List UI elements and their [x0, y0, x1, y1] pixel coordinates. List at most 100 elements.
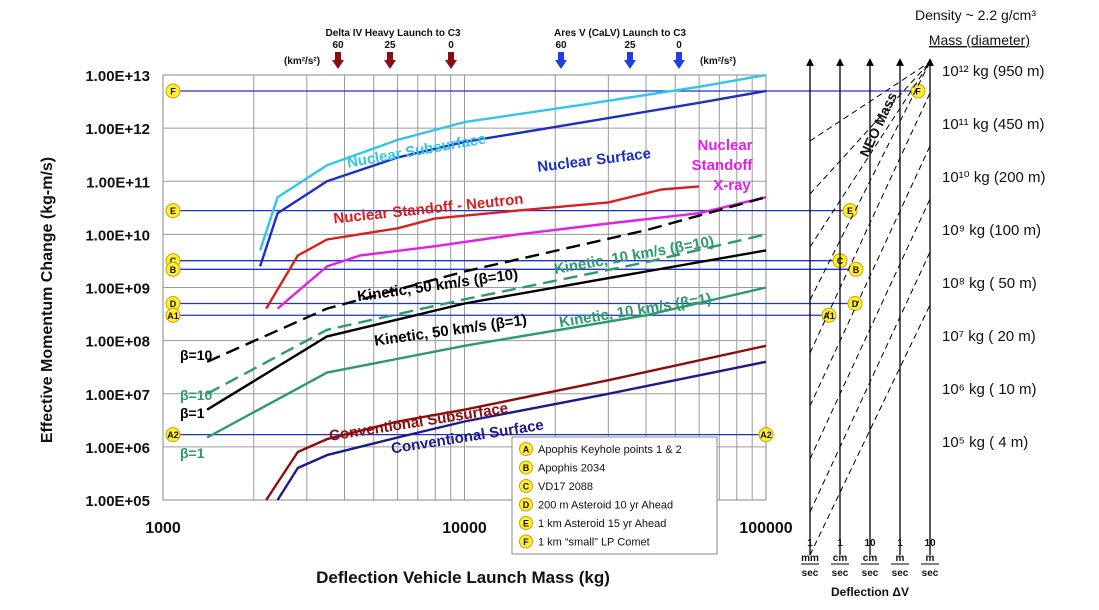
y-axis-label: Effective Momentum Change (kg-m/s)	[39, 157, 56, 443]
launch-marker-value: 25	[384, 40, 396, 51]
threshold-marker-label: B	[170, 265, 177, 275]
series-line	[206, 233, 767, 395]
legend-key-marker	[519, 442, 533, 456]
beta-label: β=1	[180, 445, 205, 461]
threshold-marker	[165, 261, 181, 277]
beta-labels: β=10 β=10 β=1 β=1	[180, 347, 213, 461]
legend-key-marker	[519, 516, 533, 530]
y-tick-label: 1.00E+08	[85, 334, 150, 351]
curve-label: X-ray	[713, 177, 751, 194]
launch-marker-arrow	[673, 52, 685, 69]
legend-box	[511, 436, 718, 555]
series-line	[258, 73, 767, 251]
threshold-marker-label: A2	[760, 430, 772, 440]
threshold-marker	[165, 203, 181, 219]
launch-marker-arrow	[624, 52, 636, 69]
curve-label: Kinetic, 10 km/s (β=10)	[553, 233, 716, 278]
threshold-marker-label: A1	[823, 311, 835, 321]
neo-mass-line	[809, 198, 931, 460]
y-tick-label: 1.00E+13	[85, 68, 150, 85]
x-tick-label: 10000	[442, 520, 487, 537]
series-line	[206, 249, 767, 411]
mass-label: 10¹¹ kg (450 m)	[942, 116, 1045, 133]
dv-value: 1	[897, 538, 903, 549]
y-tick-labels: 1.00E+05 1.00E+06 1.00E+07 1.00E+08 1.00E+09…	[85, 68, 150, 510]
threshold-marker-label: F	[170, 86, 176, 96]
x-tick-label: 100000	[739, 520, 792, 537]
threshold-marker-label: E	[847, 206, 853, 216]
legend-entry: 1 km “small” LP Comet	[538, 537, 650, 549]
dv-unit-top: m	[896, 553, 905, 564]
dv-unit-bottom: sec	[802, 568, 819, 579]
threshold-marker	[758, 427, 774, 443]
y-tick-label: 1.00E+11	[86, 174, 150, 191]
launch-marker-arrow	[555, 52, 567, 69]
dv-value: 1	[837, 538, 843, 549]
y-tick-label: 1.00E+09	[85, 281, 150, 298]
dv-unit-bottom: sec	[862, 568, 879, 579]
beta-label: β=1	[180, 405, 205, 421]
threshold-marker	[842, 203, 858, 219]
curve-label: Nuclear	[697, 137, 752, 154]
legend-key-letter: C	[523, 482, 530, 492]
beta-label: β=10	[180, 347, 213, 363]
series-line	[206, 286, 767, 439]
curve-label: Standoff	[692, 157, 754, 174]
neo-mass-line	[809, 61, 931, 248]
x-axis-label: Deflection Vehicle Launch Mass (kg)	[316, 568, 610, 587]
dv-unit-top: mm	[801, 553, 819, 564]
threshold-marker	[847, 295, 863, 311]
y-tick-label: 1.00E+06	[85, 440, 150, 457]
launch-marker-value: 60	[555, 40, 567, 51]
dv-value: 1	[807, 538, 813, 549]
launch-marker-value: 25	[624, 40, 636, 51]
curve-label: Nuclear Surface	[536, 145, 651, 176]
curve-label: Nuclear Subsurface	[346, 130, 488, 171]
series-line	[265, 344, 767, 501]
launch-marker-arrow	[445, 52, 457, 69]
legend-entry: Apophis 2034	[538, 463, 605, 475]
threshold-marker-label: E	[170, 206, 176, 216]
legend-key-marker	[519, 497, 533, 512]
launch-marker-value: 0	[448, 40, 454, 51]
threshold-marker	[165, 83, 181, 99]
series-lines	[206, 73, 767, 501]
dv-value: 10	[864, 538, 876, 549]
dv-unit-bottom: sec	[892, 568, 909, 579]
series-line	[258, 89, 767, 267]
launch-marker-value: 60	[332, 40, 344, 51]
legend-key-letter: A	[523, 445, 530, 455]
threshold-marker-label: A2	[167, 430, 179, 440]
legend-key-letter: F	[523, 537, 529, 547]
x-tick-label: 1000	[145, 520, 181, 537]
launch-marker-value: 0	[676, 40, 682, 51]
mass-label: 10⁸ kg ( 50 m)	[942, 275, 1037, 292]
threshold-marker-label: D	[852, 299, 859, 309]
threshold-marker	[821, 307, 837, 323]
c3-unit-label: (km²/s²)	[284, 56, 320, 67]
threshold-marker-label: C	[170, 256, 177, 266]
dv-unit-top: m	[926, 553, 935, 564]
mass-header: Mass (diameter)	[929, 32, 1030, 48]
mass-label: 10⁹ kg (100 m)	[942, 222, 1041, 239]
legend-entry: 1 km Asteroid 15 yr Ahead	[538, 518, 666, 530]
mass-label: 10¹² kg (950 m)	[942, 63, 1045, 80]
legend: A Apophis Keyhole points 1 & 2 B Apophis 20…	[511, 436, 718, 555]
dv-unit-top: cm	[863, 553, 878, 564]
threshold-marker-label: D	[170, 299, 177, 309]
deflection-dv-label: Deflection ΔV	[831, 585, 909, 599]
series-line	[206, 196, 767, 363]
curve-labels: Nuclear Subsurface Nuclear Surface Nuclear…	[328, 130, 753, 457]
threshold-marker	[165, 427, 181, 443]
dv-unit-bottom: sec	[922, 568, 939, 579]
dv-value: 10	[924, 538, 936, 549]
legend-entry: VD17 2088	[538, 481, 593, 493]
dv-unit-top: cm	[833, 553, 848, 564]
legend-key-marker	[519, 534, 533, 549]
y-tick-label: 1.00E+05	[85, 493, 150, 510]
dv-unit-bottom: sec	[832, 568, 849, 579]
curve-label: Kinetic, 10 km/s (β=1)	[558, 290, 713, 331]
neo-mass-line	[809, 61, 931, 301]
mass-label: 10⁷ kg ( 20 m)	[942, 328, 1036, 345]
mass-label: 10⁶ kg ( 10 m)	[942, 381, 1037, 398]
